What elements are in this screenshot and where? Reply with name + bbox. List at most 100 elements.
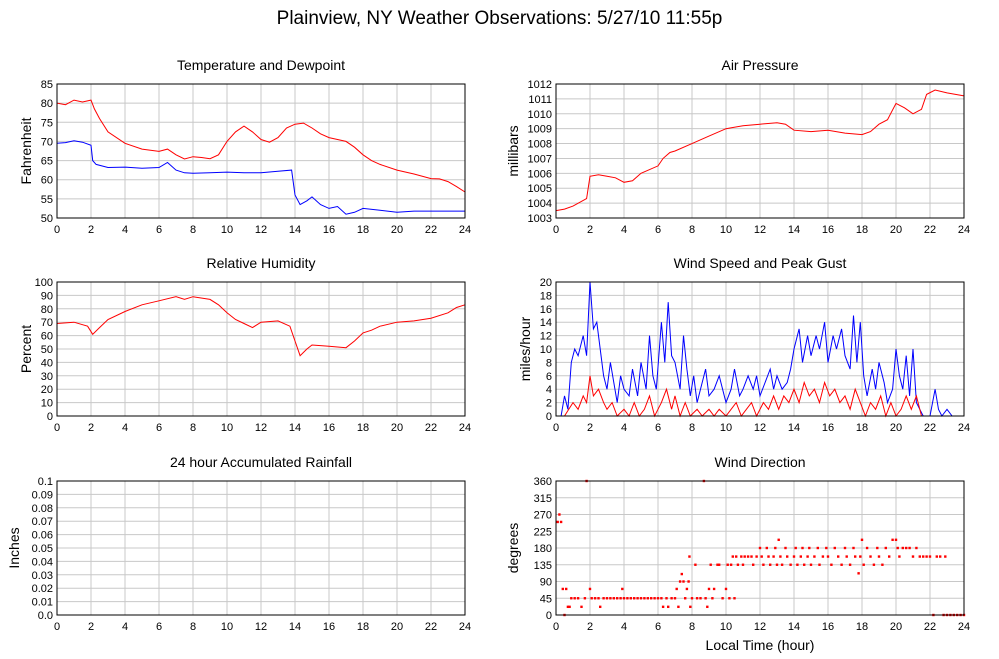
data-point xyxy=(626,597,629,600)
x-tick-label: 8 xyxy=(190,224,196,236)
y-axis-label: Fahrenheit xyxy=(18,117,34,184)
data-point xyxy=(716,563,719,566)
y-tick-label: 1012 xyxy=(528,79,552,91)
data-point xyxy=(894,538,898,542)
x-tick-label: 8 xyxy=(689,224,695,236)
data-point xyxy=(558,513,561,516)
x-tick-label: 10 xyxy=(221,422,233,434)
data-point xyxy=(901,546,904,550)
x-tick-label: 0 xyxy=(553,621,559,633)
chart-title: Wind Speed and Peak Gust xyxy=(674,255,847,271)
x-tick-label: 0 xyxy=(553,224,559,236)
y-tick-label: 50 xyxy=(41,213,53,225)
data-point xyxy=(848,563,852,566)
data-point xyxy=(877,555,881,558)
data-point xyxy=(599,605,602,609)
data-point xyxy=(721,597,724,600)
data-point xyxy=(922,555,925,558)
y-tick-label: 1009 xyxy=(528,124,552,136)
y-tick-label: 14 xyxy=(540,317,552,329)
data-point xyxy=(857,572,860,575)
y-tick-label: 60 xyxy=(41,331,53,343)
x-tick-label: 6 xyxy=(156,422,162,434)
data-point xyxy=(780,563,784,566)
data-point xyxy=(609,597,612,600)
x-tick-label: 22 xyxy=(924,224,936,236)
x-tick-label: 16 xyxy=(822,422,834,434)
data-point xyxy=(769,563,772,566)
data-point xyxy=(695,597,699,600)
series-line xyxy=(560,281,964,417)
x-tick-label: 12 xyxy=(754,621,766,633)
x-tick-label: 18 xyxy=(856,621,868,633)
x-tick-label: 4 xyxy=(122,621,128,633)
data-point xyxy=(653,597,656,600)
x-tick-label: 18 xyxy=(856,422,868,434)
x-tick-label: 2 xyxy=(88,224,94,236)
data-point xyxy=(755,555,758,558)
x-tick-label: 20 xyxy=(391,224,403,236)
data-point xyxy=(694,563,697,566)
x-tick-label: 24 xyxy=(459,224,471,236)
y-tick-label: 45 xyxy=(540,593,552,605)
y-tick-label: 0.09 xyxy=(32,489,53,501)
data-point xyxy=(786,555,789,558)
data-point xyxy=(729,563,733,566)
y-tick-label: 135 xyxy=(534,560,552,572)
data-point xyxy=(852,546,855,550)
data-point xyxy=(616,597,619,600)
x-tick-label: 14 xyxy=(289,422,301,434)
y-tick-label: 70 xyxy=(41,136,53,148)
data-point xyxy=(821,555,825,558)
series-line xyxy=(56,140,465,215)
x-tick-label: 10 xyxy=(720,621,732,633)
data-point xyxy=(684,597,687,600)
y-tick-label: 0 xyxy=(546,411,552,423)
x-tick-label: 16 xyxy=(323,224,335,236)
y-tick-label: 360 xyxy=(534,476,552,488)
x-tick-label: 8 xyxy=(190,621,196,633)
data-point xyxy=(944,555,947,558)
data-point xyxy=(803,563,806,566)
y-tick-label: 90 xyxy=(540,577,552,589)
y-tick-label: 20 xyxy=(41,384,53,396)
data-point xyxy=(677,605,680,609)
y-tick-label: 0.06 xyxy=(32,530,53,542)
y-tick-label: 0.03 xyxy=(32,570,53,582)
data-point xyxy=(746,555,750,558)
data-point xyxy=(602,597,605,600)
x-tick-label: 10 xyxy=(720,224,732,236)
x-tick-label: 4 xyxy=(621,621,627,633)
plot-frame xyxy=(555,83,965,219)
x-tick-label: 12 xyxy=(754,224,766,236)
x-tick-label: 8 xyxy=(689,621,695,633)
data-point xyxy=(565,587,568,591)
data-point xyxy=(588,587,592,591)
x-tick-label: 10 xyxy=(221,224,233,236)
data-point xyxy=(667,605,670,609)
x-tick-label: 16 xyxy=(822,621,834,633)
data-point xyxy=(792,555,796,558)
x-tick-label: 20 xyxy=(890,422,902,434)
page-title: Plainview, NY Weather Observations: 5/27… xyxy=(276,8,723,29)
data-point xyxy=(650,597,653,600)
data-point xyxy=(673,597,677,600)
x-tick-label: 20 xyxy=(391,422,403,434)
x-tick-label: 10 xyxy=(221,621,233,633)
data-point xyxy=(767,555,770,558)
data-point xyxy=(573,597,576,600)
data-point xyxy=(570,597,573,600)
y-tick-label: 0 xyxy=(546,610,552,622)
data-point xyxy=(830,563,833,566)
y-tick-label: 70 xyxy=(41,317,53,329)
y-tick-label: 90 xyxy=(41,290,53,302)
y-tick-label: 0.08 xyxy=(32,503,53,515)
chart-title: Temperature and Dewpoint xyxy=(177,57,345,73)
y-tick-label: 40 xyxy=(41,357,53,369)
y-tick-label: 65 xyxy=(41,156,53,168)
x-tick-label: 6 xyxy=(655,621,661,633)
data-point xyxy=(837,555,840,558)
